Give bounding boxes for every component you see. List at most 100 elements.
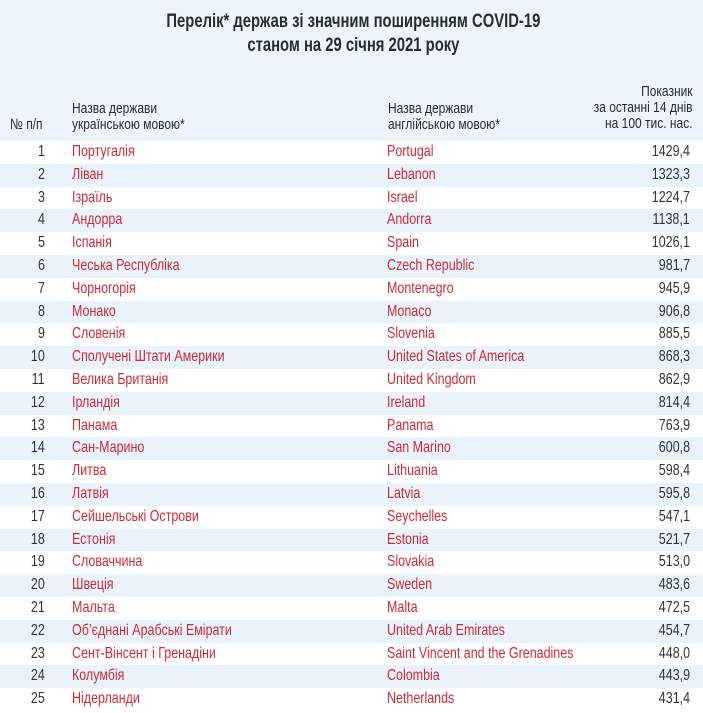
country-name-en: Estonia [387, 530, 429, 548]
table-row: 13 Панама Panama 763,9 [0, 414, 703, 438]
table-row: 16 Латвія Latvia 595,8 [0, 482, 703, 506]
row-number: 8 [38, 302, 45, 320]
country-name-en: Lebanon [387, 165, 436, 183]
country-name-en: Latvia [387, 484, 421, 502]
incidence-value: 595,8 [658, 484, 690, 502]
title-line-2: станом на 29 січня 2021 року [247, 35, 460, 56]
country-name-ua: Ізраїль [72, 188, 113, 206]
incidence-value: 547,1 [658, 507, 690, 525]
incidence-value: 906,8 [658, 302, 690, 320]
row-number: 25 [31, 690, 45, 708]
country-name-en: Slovakia [387, 553, 435, 571]
country-name-ua: Об’єднані Арабські Емірати [72, 621, 232, 639]
table-row: 5 Іспанія Spain 1026,1 [0, 232, 703, 255]
incidence-value: 1429,4 [651, 143, 690, 160]
column-header-value-line-2: за останні 14 днів [594, 99, 693, 116]
table-row: 11 Велика Британія United Kingdom 862,9 [0, 368, 703, 392]
table-row: 7 Чорногорія Montenegro 945,9 [0, 277, 703, 301]
table-row: 23 Сент-Вінсент і Гренадіни Saint Vincent … [0, 642, 703, 666]
table-row: 22 Об’єднані Арабські Емірати United Arab … [0, 619, 703, 643]
country-name-en: San Marino [387, 439, 451, 457]
table-row: 24 Колумбія Colombia 443,9 [0, 665, 703, 689]
column-header-number-label: № п/п [10, 116, 43, 133]
column-header-en-line-1: Назва держави [388, 100, 474, 117]
table-row: 3 Ізраїль Israel 1224,7 [0, 186, 703, 210]
page-title: Перелік* держав зі значним поширенням CO… [79, 10, 627, 58]
table-row: 9 Словенія Slovenia 885,5 [0, 323, 703, 347]
table-row: 2 Ліван Lebanon 1323,3 [0, 163, 703, 187]
country-name-ua: Іспанія [72, 234, 112, 252]
row-number: 23 [31, 644, 45, 662]
country-name-ua: Панама [72, 416, 118, 434]
incidence-value: 945,9 [658, 279, 690, 297]
country-name-ua: Словаччина [72, 553, 143, 571]
table-header: Перелік* держав зі значним поширенням CO… [0, 0, 703, 141]
country-name-ua: Ірландія [72, 393, 120, 411]
country-name-ua: Сейшельські Острови [72, 507, 199, 525]
incidence-value: 862,9 [658, 370, 690, 388]
row-number: 7 [38, 279, 45, 297]
row-number: 6 [38, 256, 45, 274]
country-name-en: Malta [387, 598, 418, 616]
country-name-en: Portugal [387, 143, 434, 160]
country-name-en: Slovenia [387, 325, 435, 343]
country-name-ua: Ліван [72, 165, 104, 183]
row-number: 10 [31, 348, 45, 366]
incidence-value: 1138,1 [652, 211, 690, 229]
column-header-ua-line-1: Назва держави [72, 100, 158, 117]
row-number: 11 [32, 370, 45, 388]
row-number: 20 [31, 576, 45, 594]
country-name-ua: Сент-Вінсент і Гренадіни [72, 644, 216, 662]
column-header-value-line-1: Показник [641, 83, 693, 100]
country-name-ua: Сполучені Штати Америки [72, 348, 225, 366]
incidence-value: 513,0 [658, 553, 690, 571]
row-number: 5 [38, 234, 45, 252]
country-name-en: Sweden [387, 576, 433, 594]
country-name-ua: Сан-Марино [72, 439, 145, 457]
country-name-en: Netherlands [387, 690, 455, 708]
country-name-ua: Швеція [72, 576, 114, 594]
column-header-ukrainian-name: Назва держави українською мовою* [72, 101, 185, 133]
column-header-number: № п/п [10, 117, 43, 133]
incidence-value: 814,4 [658, 393, 690, 411]
row-number: 22 [31, 621, 45, 639]
table-row: 4 Андорра Andorra 1138,1 [0, 209, 703, 233]
country-name-en: Colombia [387, 667, 440, 685]
row-number: 12 [31, 393, 45, 411]
table-row: 20 Швеція Sweden 483,6 [0, 574, 703, 597]
table-row: 17 Сейшельські Острови Seychelles 547,1 [0, 505, 703, 529]
country-name-ua: Португалія [72, 143, 135, 160]
incidence-value: 600,8 [658, 439, 690, 457]
column-header-value-line-3: на 100 тис. нас. [605, 115, 694, 132]
table-row: 6 Чеська Республіка Czech Republic 981,7 [0, 254, 703, 278]
country-name-en: Spain [387, 234, 419, 252]
country-name-ua: Чеська Республіка [72, 256, 180, 274]
column-header-indicator: Показник за останні 14 днів на 100 тис. … [594, 84, 693, 132]
table-row: 15 Литва Lithuania 598,4 [0, 460, 703, 483]
country-name-en: Israel [387, 188, 418, 206]
country-name-en: Panama [387, 416, 434, 434]
country-name-en: Lithuania [387, 462, 438, 480]
country-name-en: Montenegro [387, 279, 454, 297]
title-line-1: Перелік* держав зі значним поширенням CO… [166, 11, 541, 32]
incidence-value: 483,6 [658, 576, 690, 594]
row-number: 4 [38, 211, 45, 229]
country-name-ua: Латвія [72, 484, 109, 502]
table-row: 8 Монако Monaco 906,8 [0, 300, 703, 324]
incidence-value: 1323,3 [651, 165, 690, 183]
incidence-value: 1224,7 [651, 188, 690, 206]
country-name-ua: Велика Британія [72, 370, 169, 388]
table-row: 18 Естонія Estonia 521,7 [0, 528, 703, 552]
incidence-value: 454,7 [658, 621, 690, 639]
country-name-en: Czech Republic [387, 256, 475, 274]
country-name-en: Saint Vincent and the Grenadines [387, 644, 574, 662]
row-number: 9 [38, 325, 45, 343]
column-header-ua-line-2: українською мовою* [72, 116, 185, 133]
incidence-value: 763,9 [658, 416, 690, 434]
country-name-ua: Колумбія [72, 667, 125, 685]
incidence-value: 443,9 [658, 667, 690, 685]
incidence-value: 1026,1 [651, 234, 690, 252]
incidence-value: 868,3 [658, 348, 690, 366]
row-number: 24 [31, 667, 45, 685]
incidence-value: 598,4 [658, 462, 690, 480]
